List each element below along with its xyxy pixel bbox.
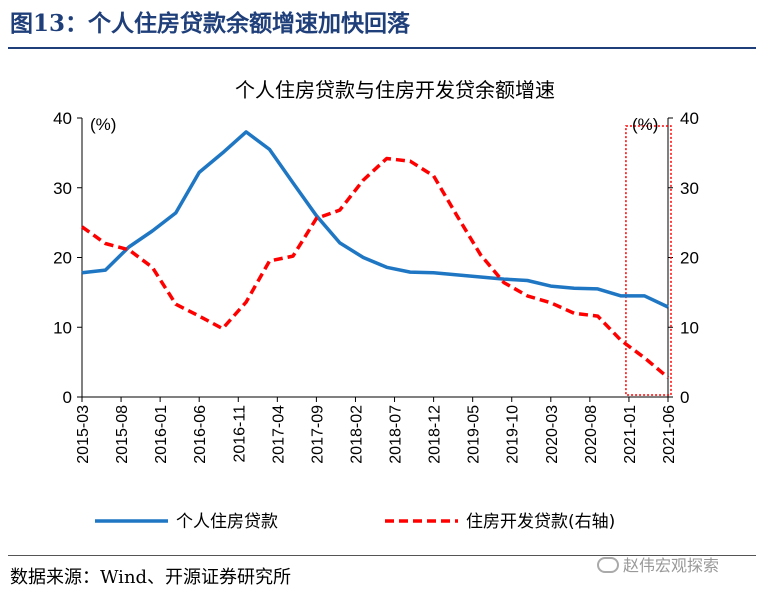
wechat-icon bbox=[597, 557, 619, 573]
figure-title: 图13：个人住房贷款余额增速加快回落 bbox=[10, 10, 411, 37]
left-y-tick-label: 10 bbox=[53, 318, 72, 337]
series-line-personal-housing-loan bbox=[81, 130, 669, 309]
x-tick-label: 2018-02 bbox=[348, 405, 365, 464]
left-unit-label: (%) bbox=[90, 115, 116, 134]
legend: 个人住房贷款 住房开发贷款(右轴) bbox=[95, 512, 615, 532]
chart-title: 个人住房贷款与住房开发贷余额增速 bbox=[235, 78, 555, 102]
x-tick-label: 2020-08 bbox=[583, 405, 600, 464]
left-y-tick-label: 20 bbox=[53, 249, 72, 268]
axes: 0 0 10 10 20 20 30 30 40 40 2015-03 2015-08 2016-01 2… bbox=[53, 109, 699, 464]
x-tick-label: 2017-09 bbox=[309, 405, 326, 464]
source-divider bbox=[8, 555, 756, 556]
x-tick-label: 2015-08 bbox=[114, 405, 131, 464]
left-y-tick-label: 40 bbox=[53, 109, 72, 128]
x-tick-label: 2016-06 bbox=[192, 405, 209, 464]
highlight-layer bbox=[625, 125, 672, 396]
x-tick-label: 2019-05 bbox=[466, 405, 483, 464]
x-tick-label: 2016-01 bbox=[153, 405, 170, 464]
legend-label-personal-housing-loan: 个人住房贷款 bbox=[176, 512, 278, 532]
x-tick-label: 2018-07 bbox=[388, 405, 405, 464]
left-y-tick-label: 30 bbox=[53, 179, 72, 198]
watermark: 赵伟宏观探索 bbox=[597, 552, 719, 576]
title-divider bbox=[8, 47, 756, 49]
right-y-tick-label: 40 bbox=[680, 109, 699, 128]
legend-label-housing-development-loan: 住房开发贷款(右轴) bbox=[466, 512, 615, 532]
highlight-box bbox=[625, 125, 672, 396]
right-unit-label: (%) bbox=[632, 115, 658, 134]
right-y-tick-label: 20 bbox=[680, 249, 699, 268]
x-tick-label: 2018-12 bbox=[427, 405, 444, 464]
series-line-housing-development-loan bbox=[80, 156, 670, 379]
series-layer bbox=[80, 130, 670, 379]
x-tick-label: 2015-03 bbox=[75, 405, 92, 464]
x-tick-label: 2020-03 bbox=[544, 405, 561, 464]
left-y-tick-label: 0 bbox=[63, 388, 72, 407]
right-y-tick-label: 10 bbox=[680, 318, 699, 337]
x-tick-label: 2021-06 bbox=[661, 405, 678, 464]
x-tick-label: 2017-04 bbox=[270, 405, 287, 464]
right-y-tick-label: 30 bbox=[680, 179, 699, 198]
x-tick-label: 2021-01 bbox=[622, 405, 639, 464]
source-note: 数据来源：Wind、开源证券研究所 bbox=[10, 567, 292, 588]
right-y-tick-label: 0 bbox=[680, 388, 689, 407]
x-tick-label: 2016-11 bbox=[231, 405, 248, 463]
watermark-text: 赵伟宏观探索 bbox=[623, 556, 720, 575]
x-tick-label: 2019-10 bbox=[505, 405, 522, 464]
